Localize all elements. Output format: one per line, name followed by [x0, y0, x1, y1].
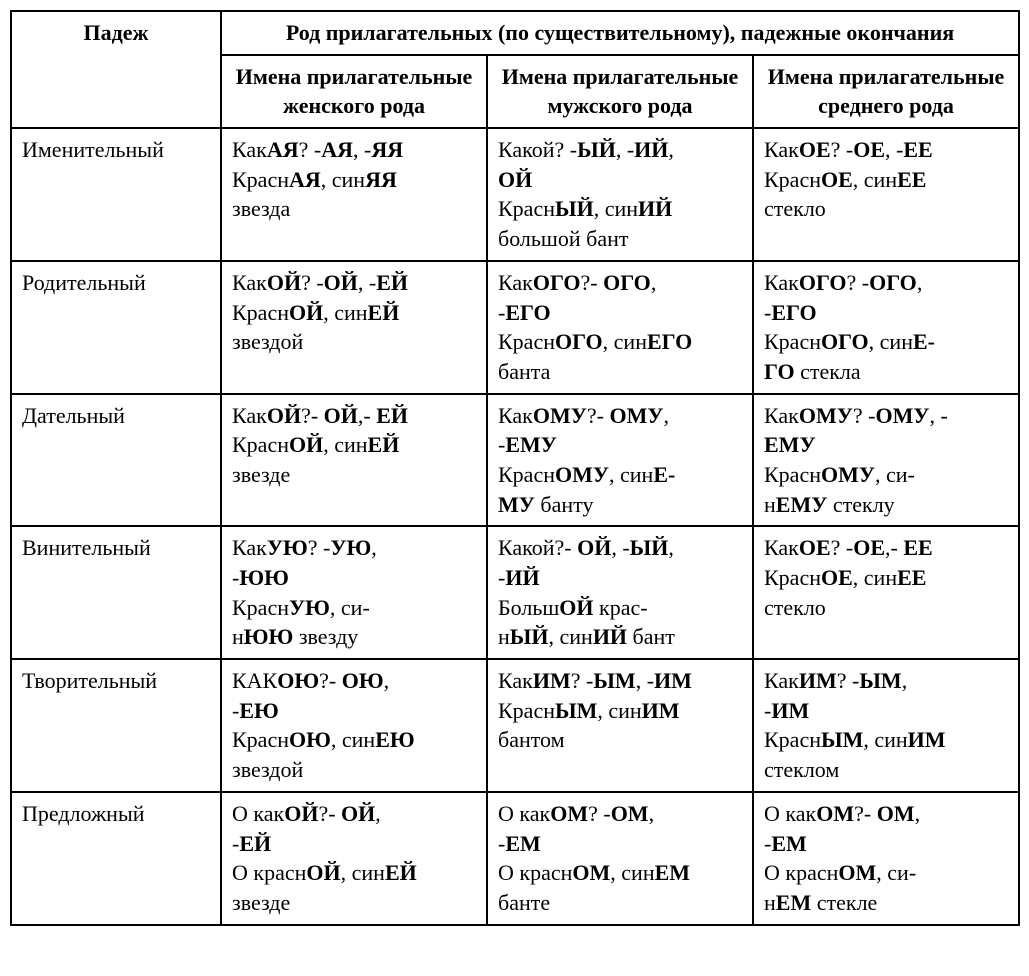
grammar-table: Падеж Род прилагательных (по существител…: [10, 10, 1020, 926]
neut-cell: КакОГО? -ОГО,-ЕГОКраснОГО, синЕ-ГО стекл…: [753, 261, 1019, 394]
neut-cell: КакОМУ? -ОМУ, -ЕМУКраснОМУ, си-нЕМУ стек…: [753, 394, 1019, 527]
fem-cell: О какОЙ?- ОЙ,-ЕЙО краснОЙ, синЕЙзвезде: [221, 792, 487, 925]
case-cell: Именительный: [11, 128, 221, 261]
table-row: ВинительныйКакУЮ? -УЮ,-ЮЮКраснУЮ, си-нЮЮ…: [11, 526, 1019, 659]
case-cell: Предложный: [11, 792, 221, 925]
fem-cell: КакОЙ? -ОЙ, -ЕЙКраснОЙ, синЕЙзвездой: [221, 261, 487, 394]
neut-cell: О какОМ?- ОМ,-ЕМО краснОМ, си-нЕМ стекле: [753, 792, 1019, 925]
case-cell: Родительный: [11, 261, 221, 394]
masc-cell: Какой?- ОЙ, -ЫЙ,-ИЙБольшОЙ крас-нЫЙ, син…: [487, 526, 753, 659]
masc-cell: КакОМУ?- ОМУ,-ЕМУКраснОМУ, синЕ-МУ банту: [487, 394, 753, 527]
masc-cell: КакОГО?- ОГО,-ЕГОКраснОГО, синЕГОбанта: [487, 261, 753, 394]
header-group: Род прилагательных (по существительному)…: [221, 11, 1019, 55]
fem-cell: КакАЯ? -АЯ, -ЯЯКраснАЯ, синЯЯзвезда: [221, 128, 487, 261]
table-row: ДательныйКакОЙ?- ОЙ,- ЕЙКраснОЙ, синЕЙзв…: [11, 394, 1019, 527]
neut-cell: КакИМ? -ЫМ,-ИМКраснЫМ, синИМстеклом: [753, 659, 1019, 792]
table-row: ИменительныйКакАЯ? -АЯ, -ЯЯКраснАЯ, синЯ…: [11, 128, 1019, 261]
table-body: ИменительныйКакАЯ? -АЯ, -ЯЯКраснАЯ, синЯ…: [11, 128, 1019, 925]
header-feminine: Имена прилагательные женского рода: [221, 55, 487, 128]
case-cell: Дательный: [11, 394, 221, 527]
fem-cell: КАКОЮ?- ОЮ,-ЕЮКраснОЮ, синЕЮзвездой: [221, 659, 487, 792]
case-cell: Творительный: [11, 659, 221, 792]
neut-cell: КакОЕ? -ОЕ,- ЕЕКраснОЕ, синЕЕстекло: [753, 526, 1019, 659]
header-neuter: Имена прилагательные среднего рода: [753, 55, 1019, 128]
masc-cell: Какой? -ЫЙ, -ИЙ,ОЙКраснЫЙ, синИЙбольшой …: [487, 128, 753, 261]
table-row: ТворительныйКАКОЮ?- ОЮ,-ЕЮКраснОЮ, синЕЮ…: [11, 659, 1019, 792]
fem-cell: КакОЙ?- ОЙ,- ЕЙКраснОЙ, синЕЙзвезде: [221, 394, 487, 527]
table-row: РодительныйКакОЙ? -ОЙ, -ЕЙКраснОЙ, синЕЙ…: [11, 261, 1019, 394]
neut-cell: КакОЕ? -ОЕ, -ЕЕКраснОЕ, синЕЕстекло: [753, 128, 1019, 261]
case-cell: Винительный: [11, 526, 221, 659]
header-case: Падеж: [11, 11, 221, 128]
header-masculine: Имена прилагательные мужского рода: [487, 55, 753, 128]
masc-cell: О какОМ? -ОМ,-ЕМО краснОМ, синЕМбанте: [487, 792, 753, 925]
fem-cell: КакУЮ? -УЮ,-ЮЮКраснУЮ, си-нЮЮ звезду: [221, 526, 487, 659]
masc-cell: КакИМ? -ЫМ, -ИМКраснЫМ, синИМбантом: [487, 659, 753, 792]
table-row: ПредложныйО какОЙ?- ОЙ,-ЕЙО краснОЙ, син…: [11, 792, 1019, 925]
